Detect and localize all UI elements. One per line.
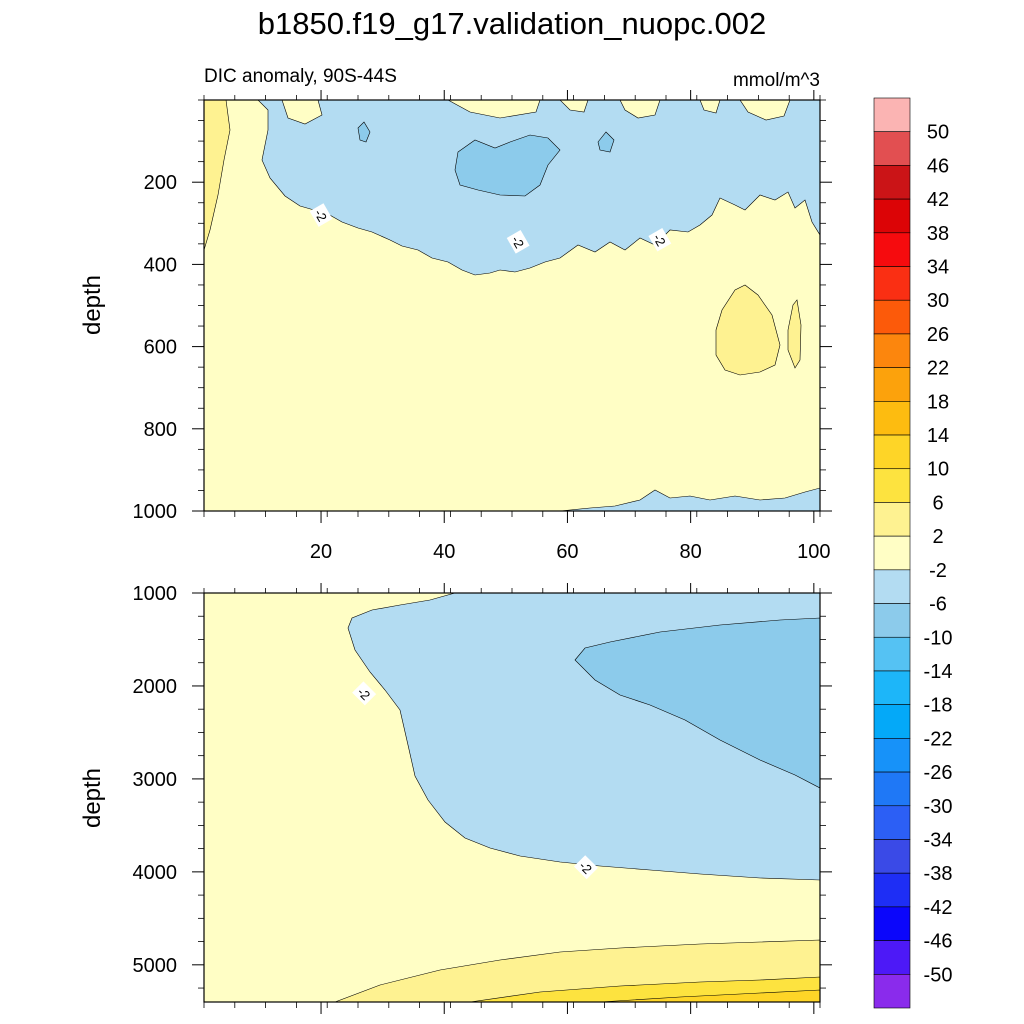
colorbar-swatch	[873, 434, 911, 470]
colorbar-swatch	[873, 468, 911, 503]
colorbar-swatch	[873, 738, 911, 773]
upper-panel: 20 40 60 80 100 200 400 600 800 1000 -2 -2 -2 depth	[79, 90, 832, 563]
colorbar-label: -30	[924, 796, 953, 818]
contour-label: -2	[648, 227, 672, 252]
colorbar-label: 2	[932, 526, 943, 548]
lower-panel: 1000 2000 3000 4000 5000 -2 -2 depth	[79, 583, 832, 1014]
colorbar-swatch	[873, 973, 911, 1009]
colorbar-swatch	[873, 401, 911, 436]
colorbar-label: -42	[924, 897, 953, 919]
colorbar-label: 6	[932, 492, 943, 514]
y-tick-label: 200	[144, 172, 177, 194]
colorbar-swatch	[873, 367, 911, 402]
upper-contour-labels: -2 -2 -2	[309, 203, 672, 254]
lower-y-axis-label: depth	[79, 768, 106, 828]
x-tick-label: 40	[433, 541, 455, 563]
colorbar-swatch	[873, 872, 911, 908]
colorbar-label: -14	[924, 661, 953, 683]
contour-label-bg	[506, 230, 530, 254]
colorbar-label: 10	[927, 459, 949, 481]
colorbar-swatch	[873, 839, 911, 874]
colorbar-swatch	[873, 333, 911, 368]
x-tick-label: 20	[310, 541, 332, 563]
colorbar-label: -22	[924, 728, 953, 750]
colorbar-label: -50	[924, 964, 953, 986]
y-tick-label: 600	[144, 337, 177, 359]
contour-label: -2	[573, 855, 598, 880]
lower-contour-labels: -2 -2	[352, 681, 598, 880]
x-tick-label: 100	[797, 541, 830, 563]
colorbar-label: -2	[929, 560, 947, 582]
colorbar-swatch	[873, 165, 911, 200]
y-tick-label: 400	[144, 254, 177, 276]
left-subtitle: DIC anomaly, 90S-44S	[204, 66, 397, 87]
colorbar-label: 30	[927, 290, 949, 312]
colorbar-swatch	[873, 97, 911, 133]
colorbar-label: -46	[924, 931, 953, 953]
colorbar-swatch	[873, 771, 911, 807]
x-tick-label: 80	[680, 541, 702, 563]
lower-axis-ticks: 1000 2000 3000 4000 5000	[133, 583, 832, 1014]
colorbar-swatch	[873, 636, 911, 672]
colorbar-swatch	[873, 232, 911, 267]
upper-axis-ticks: 20 40 60 80 100 200 400 600 800 1000	[133, 90, 832, 563]
colorbar-label: 18	[927, 391, 949, 413]
colorbar-label: 14	[927, 425, 949, 447]
y-tick-label: 800	[144, 419, 177, 441]
colorbar-swatch	[873, 704, 911, 739]
colorbar-swatch	[873, 131, 911, 166]
colorbar-label: -38	[924, 863, 953, 885]
colorbar-swatch	[873, 299, 911, 335]
contour-label: -2	[352, 681, 377, 706]
colorbar-swatch	[873, 603, 911, 638]
lower-contour-field	[204, 593, 820, 1002]
x-tick-label: 60	[556, 541, 578, 563]
contour-label: -2	[506, 230, 530, 254]
y-tick-label: 1000	[133, 583, 178, 605]
y-tick-label: 5000	[133, 955, 178, 977]
colorbar-swatch	[873, 805, 911, 840]
colorbar-label: 34	[927, 257, 949, 279]
contour-label: -2	[309, 203, 333, 227]
colorbar-label: -6	[929, 594, 947, 616]
colorbar-label: -26	[924, 762, 953, 784]
y-tick-label: 2000	[133, 676, 178, 698]
y-tick-label: 3000	[133, 769, 178, 791]
colorbar-label: 38	[927, 223, 949, 245]
colorbar-swatch	[873, 670, 911, 705]
colorbar-swatch	[873, 940, 911, 975]
colorbar-label: 26	[927, 324, 949, 346]
contour-label-bg	[573, 855, 598, 880]
y-tick-label: 4000	[133, 862, 178, 884]
colorbar-label: -34	[924, 829, 953, 851]
y-tick-label: 1000	[133, 501, 178, 523]
contour-label-bg	[648, 227, 672, 252]
right-subtitle: mmol/m^3	[733, 70, 820, 91]
upper-y-axis-label: depth	[79, 275, 106, 335]
colorbar: 50 46 42 38 34 30 26 22 18 14 10 6 2 -2 -6 -10 -14 -18 -22…	[873, 97, 953, 1009]
colorbar-label: -10	[924, 627, 953, 649]
colorbar-swatch	[873, 502, 911, 537]
colorbar-swatch	[873, 266, 911, 301]
colorbar-label: -18	[924, 695, 953, 717]
contour-label-bg	[309, 203, 333, 227]
colorbar-swatch	[873, 906, 911, 941]
colorbar-label: 42	[927, 189, 949, 211]
colorbar-swatch	[873, 535, 911, 571]
figure-title: b1850.f19_g17.validation_nuopc.002	[258, 6, 767, 41]
colorbar-label: 46	[927, 155, 949, 177]
upper-contour-field	[204, 100, 820, 511]
contour-label-bg	[352, 681, 377, 706]
colorbar-label: 22	[927, 358, 949, 380]
colorbar-swatch	[873, 198, 911, 234]
colorbar-swatch	[873, 569, 911, 604]
colorbar-label: 50	[927, 122, 949, 144]
